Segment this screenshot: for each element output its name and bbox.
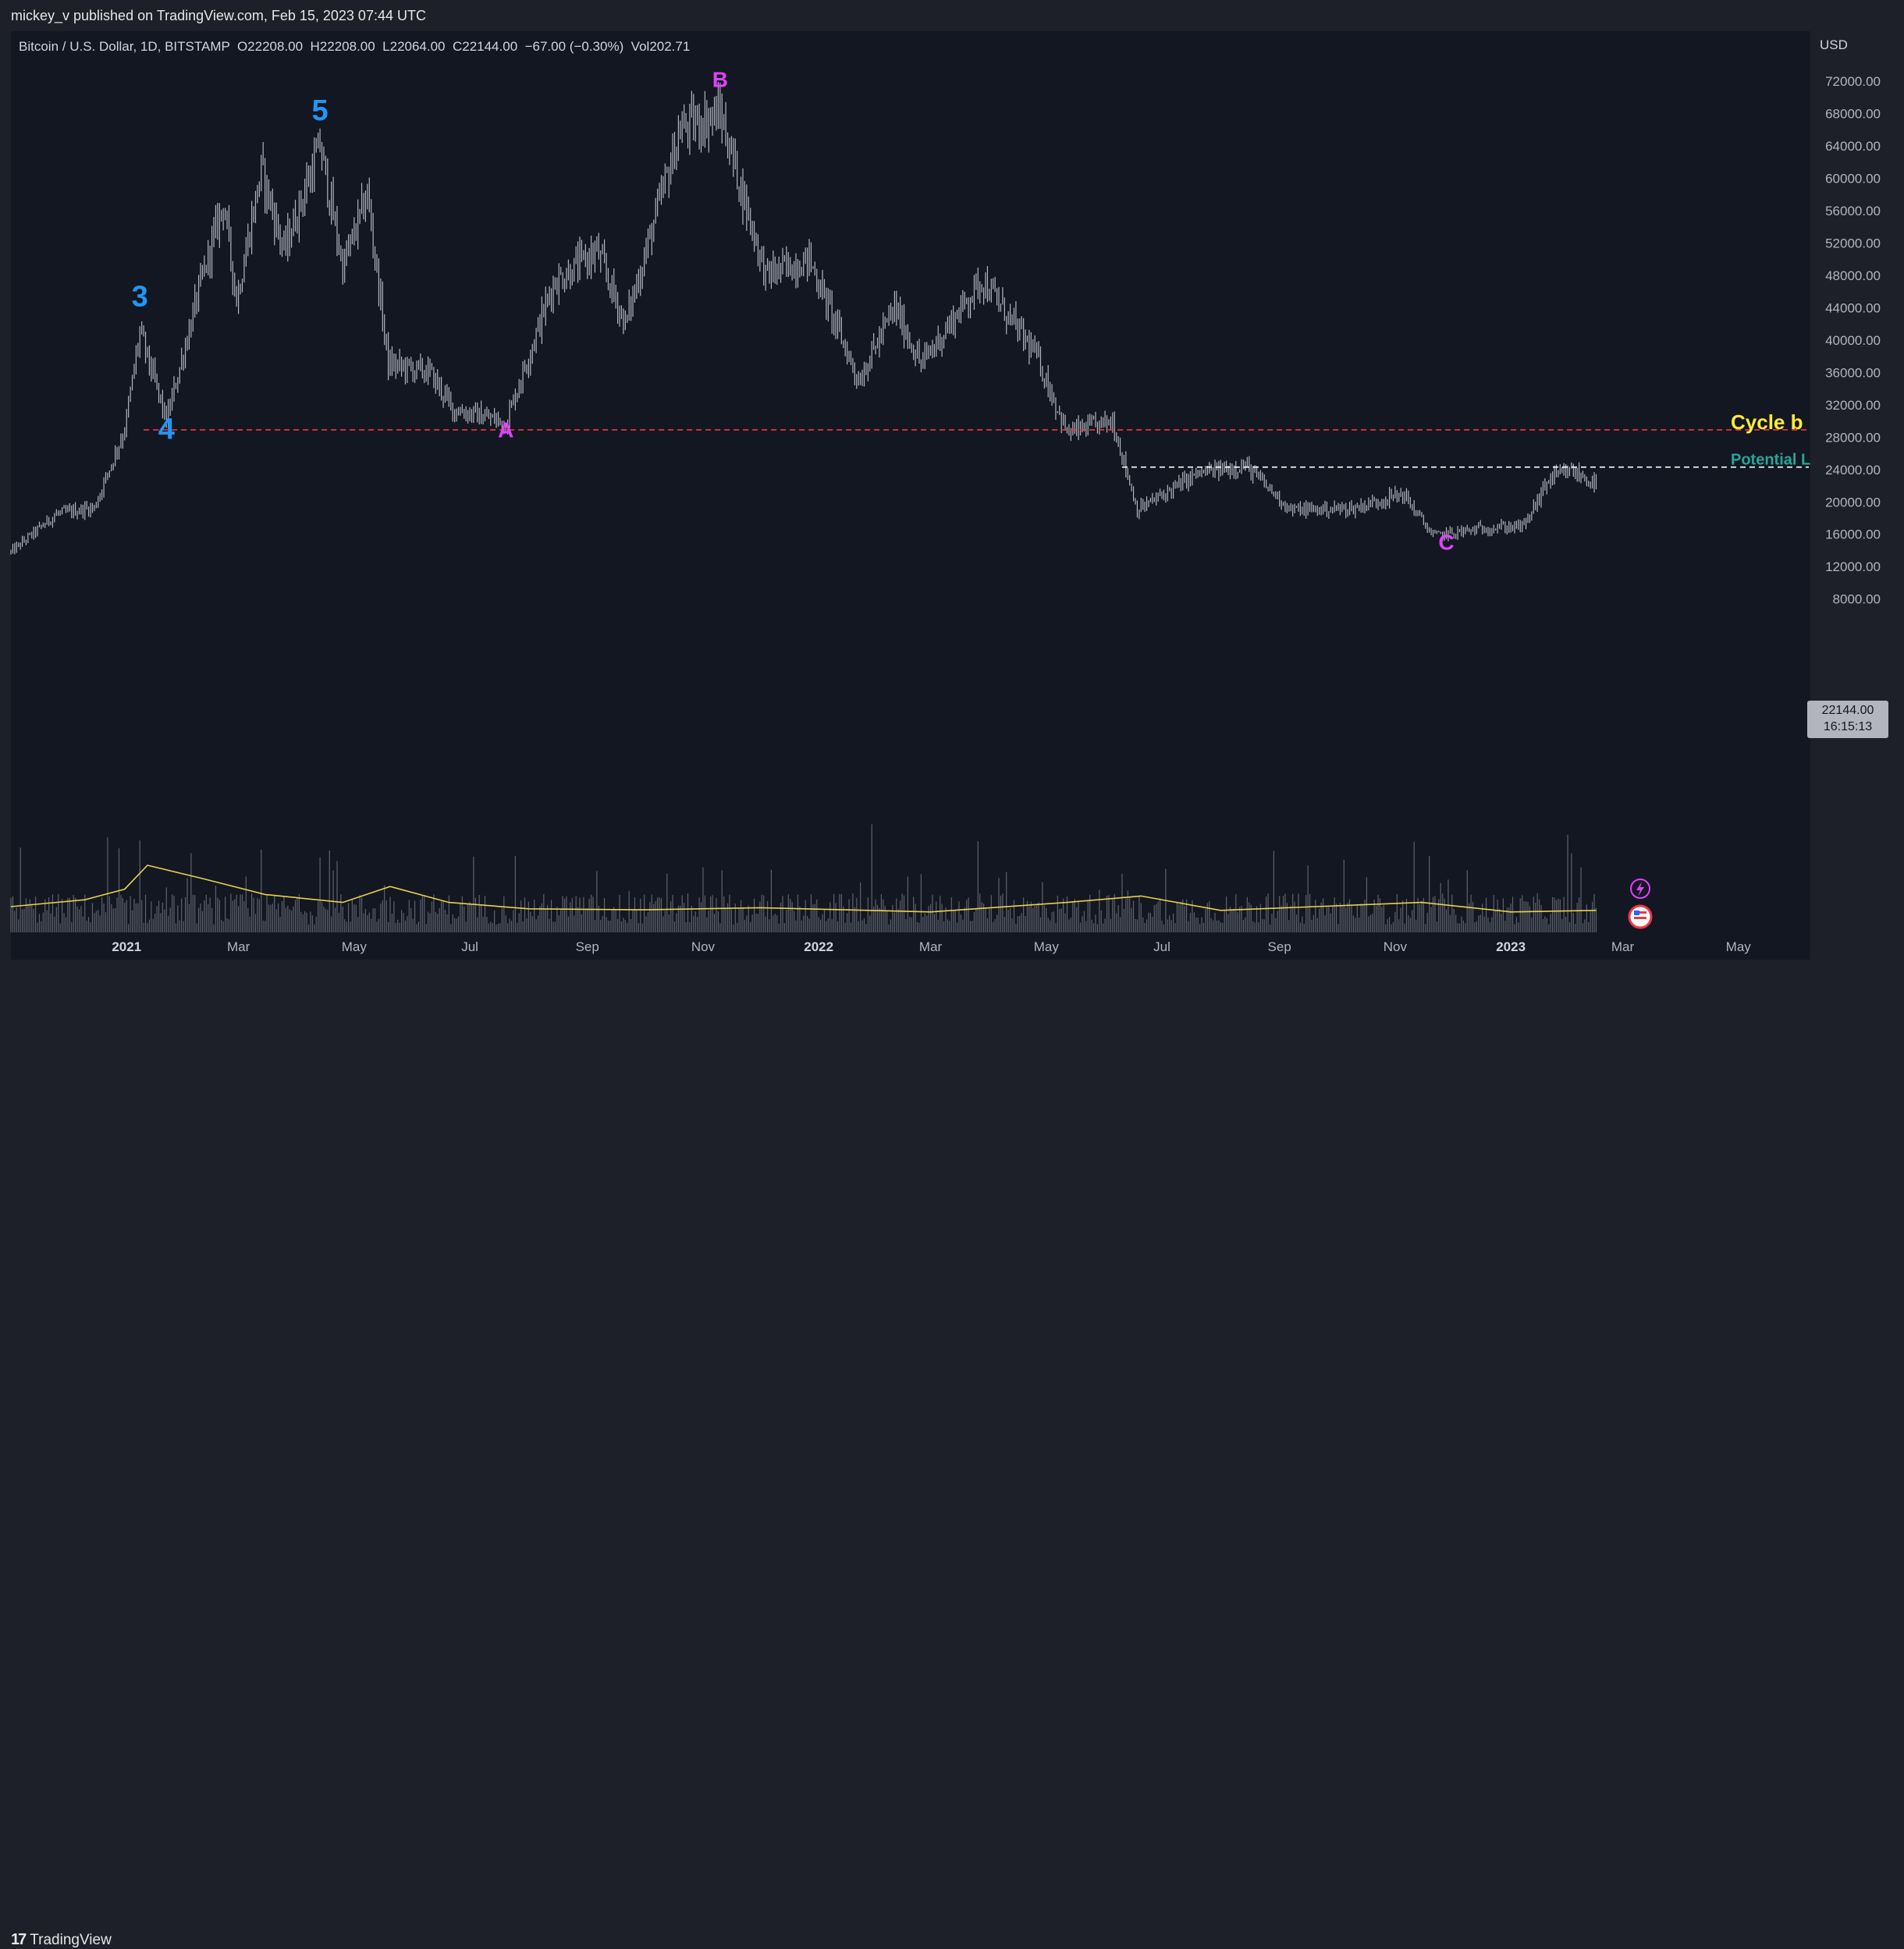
wave-label-3: 3 bbox=[132, 280, 148, 313]
x-tick-label: Nov bbox=[1384, 939, 1408, 954]
x-tick-label: Mar bbox=[227, 939, 250, 954]
tradingview-brand: TradingView bbox=[30, 1931, 112, 1948]
volume-bars bbox=[10, 824, 1597, 932]
lightning-icon-glyph bbox=[1636, 882, 1644, 896]
publisher-bar: mickey_v published on TradingView.com, F… bbox=[0, 0, 1904, 31]
y-tick-label: 28000.00 bbox=[1825, 430, 1881, 445]
candle-series bbox=[10, 82, 1597, 555]
tradingview-logo[interactable]: 17 TradingView bbox=[11, 1931, 112, 1949]
x-tick-label: 2023 bbox=[1496, 939, 1526, 954]
us-flag-canton bbox=[1634, 911, 1639, 915]
lightning-icon[interactable] bbox=[1630, 879, 1650, 899]
x-tick-label: 2021 bbox=[112, 939, 141, 954]
y-tick-label: 40000.00 bbox=[1825, 333, 1881, 348]
cycle-b-label: Cycle b bbox=[1731, 410, 1803, 434]
y-tick-label: 24000.00 bbox=[1825, 463, 1881, 477]
tradingview-logo-icon: 17 bbox=[11, 1931, 27, 1948]
x-tick-label: Sep bbox=[1268, 939, 1291, 954]
x-tick-label: May bbox=[342, 939, 368, 954]
us-flag-stripes-2 bbox=[1634, 917, 1646, 919]
last-price-tag: 22144.00 16:15:13 bbox=[1807, 701, 1888, 738]
x-tick-label: Jul bbox=[461, 939, 478, 954]
y-tick-label: 36000.00 bbox=[1825, 365, 1881, 380]
last-price: 22144.00 bbox=[1821, 704, 1874, 717]
wave-label-B: B bbox=[712, 67, 728, 91]
x-tick-label: Sep bbox=[576, 939, 599, 954]
y-tick-label: 60000.00 bbox=[1825, 171, 1881, 186]
y-tick-label: 52000.00 bbox=[1825, 236, 1881, 250]
x-tick-label: Mar bbox=[1611, 939, 1635, 954]
y-tick-label: 72000.00 bbox=[1825, 74, 1881, 89]
y-tick-label: 44000.00 bbox=[1825, 300, 1881, 315]
x-tick-label: Nov bbox=[691, 939, 716, 954]
publisher-text: mickey_v published on TradingView.com, F… bbox=[11, 8, 426, 23]
y-tick-label: 56000.00 bbox=[1825, 204, 1881, 218]
currency-label: USD bbox=[1820, 37, 1848, 52]
x-tick-label: May bbox=[1726, 939, 1752, 954]
wave-label-A: A bbox=[498, 417, 513, 442]
x-tick-label: Mar bbox=[919, 939, 943, 954]
footer-bar: 17 TradingView bbox=[0, 960, 1904, 1948]
bar-countdown: 16:15:13 bbox=[1823, 720, 1873, 733]
x-tick-label: Jul bbox=[1153, 939, 1170, 954]
horizontal-levels: Cycle b Potential L bbox=[144, 410, 1810, 469]
y-tick-label: 12000.00 bbox=[1825, 559, 1881, 574]
x-tick-label: May bbox=[1034, 939, 1060, 954]
price-chart[interactable]: 72000.00 68000.00 64000.00 60000.00 56000.00… bbox=[0, 0, 1904, 999]
symbol-info: Bitcoin / U.S. Dollar, 1D, BITSTAMP O222… bbox=[19, 39, 691, 54]
y-axis: 72000.00 68000.00 64000.00 60000.00 56000.00… bbox=[1825, 74, 1881, 607]
y-tick-label: 16000.00 bbox=[1825, 527, 1881, 542]
wave-labels: 3 4 5 A B C bbox=[132, 67, 1455, 554]
y-tick-label: 48000.00 bbox=[1825, 268, 1881, 283]
y-tick-label: 64000.00 bbox=[1825, 139, 1881, 154]
volume-ma-line bbox=[10, 864, 1597, 913]
y-tick-label: 20000.00 bbox=[1825, 495, 1881, 509]
x-tick-label: 2022 bbox=[804, 939, 833, 954]
potential-label: Potential L bbox=[1731, 452, 1810, 469]
wave-label-4: 4 bbox=[158, 413, 175, 446]
event-badges bbox=[1628, 879, 1653, 929]
wave-label-5: 5 bbox=[312, 94, 329, 127]
y-tick-label: 32000.00 bbox=[1825, 398, 1881, 413]
y-tick-label: 68000.00 bbox=[1825, 106, 1881, 121]
us-flag-stripes bbox=[1634, 911, 1646, 914]
y-tick-label: 8000.00 bbox=[1833, 592, 1881, 607]
x-axis: 2021 Mar May Jul Sep Nov 2022 Mar May Jul Sep Nov 20… bbox=[112, 939, 1751, 954]
wave-label-C: C bbox=[1438, 530, 1454, 554]
